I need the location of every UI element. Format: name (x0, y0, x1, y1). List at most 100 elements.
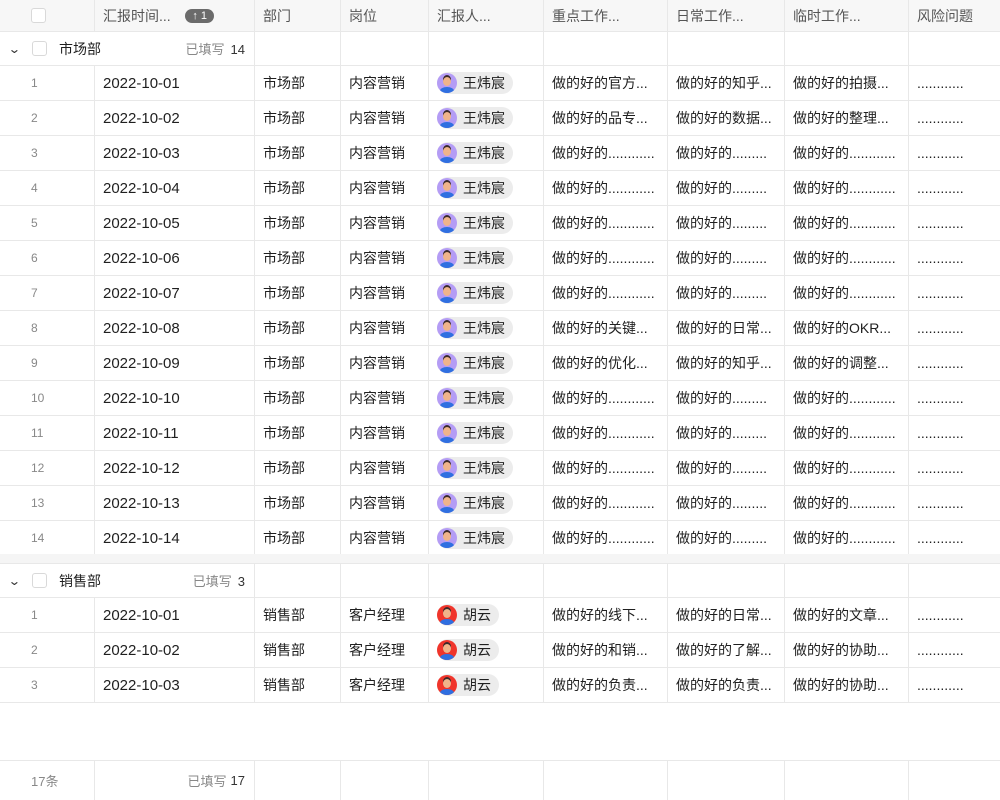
reporter-cell[interactable]: 王炜宸 (429, 521, 544, 555)
report-date-cell[interactable]: 2022-10-01 (95, 66, 255, 100)
report-date-cell[interactable]: 2022-10-12 (95, 451, 255, 485)
row-number-cell[interactable]: 2 (0, 633, 95, 667)
table-row[interactable]: 10 2022-10-10 市场部 内容营销 王炜宸 做的好的............ 做的… (0, 381, 1000, 416)
key-work-cell[interactable]: 做的好的............ (544, 206, 668, 240)
reporter-cell[interactable]: 王炜宸 (429, 451, 544, 485)
row-number-cell[interactable]: 1 (0, 66, 95, 100)
key-work-cell[interactable]: 做的好的负责... (544, 668, 668, 702)
position-cell[interactable]: 内容营销 (341, 276, 429, 310)
row-number-cell[interactable]: 7 (0, 276, 95, 310)
key-work-cell[interactable]: 做的好的............ (544, 381, 668, 415)
row-number-cell[interactable]: 13 (0, 486, 95, 520)
reporter-cell[interactable]: 胡云 (429, 633, 544, 667)
daily-work-cell[interactable]: 做的好的......... (668, 171, 785, 205)
temp-work-cell[interactable]: 做的好的拍摄... (785, 66, 909, 100)
department-cell[interactable]: 市场部 (255, 171, 341, 205)
department-cell[interactable]: 销售部 (255, 668, 341, 702)
column-header-reporter[interactable]: 汇报人... (429, 0, 544, 31)
row-number-cell[interactable]: 2 (0, 101, 95, 135)
department-cell[interactable]: 市场部 (255, 101, 341, 135)
report-date-cell[interactable]: 2022-10-03 (95, 668, 255, 702)
position-cell[interactable]: 内容营销 (341, 101, 429, 135)
daily-work-cell[interactable]: 做的好的......... (668, 381, 785, 415)
daily-work-cell[interactable]: 做的好的......... (668, 241, 785, 275)
risk-cell[interactable]: ............ (917, 250, 964, 266)
table-row[interactable]: 3 2022-10-03 销售部 客户经理 胡云 做的好的负责... 做的好的负责... 做的… (0, 668, 1000, 703)
user-pill[interactable]: 王炜宸 (437, 247, 513, 269)
temp-work-cell[interactable]: 做的好的............ (785, 416, 909, 450)
risk-cell[interactable]: ............ (917, 425, 964, 441)
column-header-risk[interactable]: 风险问题 (917, 7, 973, 24)
temp-work-cell[interactable]: 做的好的............ (785, 381, 909, 415)
report-date-cell[interactable]: 2022-10-11 (95, 416, 255, 450)
risk-cell[interactable]: ............ (917, 320, 964, 336)
temp-work-cell[interactable]: 做的好的............ (785, 521, 909, 555)
reporter-cell[interactable]: 王炜宸 (429, 381, 544, 415)
user-pill[interactable]: 王炜宸 (437, 142, 513, 164)
temp-work-cell[interactable]: 做的好的............ (785, 486, 909, 520)
daily-work-cell[interactable]: 做的好的知乎... (668, 66, 785, 100)
key-work-cell[interactable]: 做的好的............ (544, 416, 668, 450)
table-row[interactable]: 8 2022-10-08 市场部 内容营销 王炜宸 做的好的关键... 做的好的日常... 做… (0, 311, 1000, 346)
reporter-cell[interactable]: 王炜宸 (429, 136, 544, 170)
risk-cell[interactable]: ............ (917, 355, 964, 371)
key-work-cell[interactable]: 做的好的优化... (544, 346, 668, 380)
temp-work-cell[interactable]: 做的好的............ (785, 276, 909, 310)
user-pill[interactable]: 王炜宸 (437, 492, 513, 514)
key-work-cell[interactable]: 做的好的品专... (544, 101, 668, 135)
row-number-cell[interactable]: 4 (0, 171, 95, 205)
row-number-cell[interactable]: 6 (0, 241, 95, 275)
key-work-cell[interactable]: 做的好的和销... (544, 633, 668, 667)
table-row[interactable]: 6 2022-10-06 市场部 内容营销 王炜宸 做的好的............ 做的好… (0, 241, 1000, 276)
user-pill[interactable]: 胡云 (437, 639, 499, 661)
table-row[interactable]: 2 2022-10-02 市场部 内容营销 王炜宸 做的好的品专... 做的好的数据... 做… (0, 101, 1000, 136)
reporter-cell[interactable]: 王炜宸 (429, 66, 544, 100)
position-cell[interactable]: 内容营销 (341, 451, 429, 485)
column-header-position[interactable]: 岗位 (341, 0, 429, 31)
reporter-cell[interactable]: 王炜宸 (429, 101, 544, 135)
row-number-cell[interactable]: 12 (0, 451, 95, 485)
department-cell[interactable]: 市场部 (255, 311, 341, 345)
daily-work-cell[interactable]: 做的好的负责... (668, 668, 785, 702)
user-pill[interactable]: 胡云 (437, 604, 499, 626)
row-number-cell[interactable]: 5 (0, 206, 95, 240)
department-cell[interactable]: 市场部 (255, 206, 341, 240)
report-date-cell[interactable]: 2022-10-05 (95, 206, 255, 240)
risk-cell[interactable]: ............ (917, 110, 964, 126)
daily-work-cell[interactable]: 做的好的......... (668, 416, 785, 450)
report-date-cell[interactable]: 2022-10-03 (95, 136, 255, 170)
risk-cell[interactable]: ............ (917, 390, 964, 406)
table-row[interactable]: 4 2022-10-04 市场部 内容营销 王炜宸 做的好的............ 做的好… (0, 171, 1000, 206)
key-work-cell[interactable]: 做的好的线下... (544, 598, 668, 632)
table-row[interactable]: 1 2022-10-01 销售部 客户经理 胡云 做的好的线下... 做的好的日常... 做的… (0, 598, 1000, 633)
temp-work-cell[interactable]: 做的好的............ (785, 451, 909, 485)
select-all-checkbox[interactable] (31, 8, 46, 23)
column-header-report-time[interactable]: 汇报时间... ↑ 1 (95, 0, 255, 31)
row-number-cell[interactable]: 14 (0, 521, 95, 555)
report-date-cell[interactable]: 2022-10-14 (95, 521, 255, 555)
reporter-cell[interactable]: 胡云 (429, 668, 544, 702)
key-work-cell[interactable]: 做的好的............ (544, 276, 668, 310)
group-header[interactable]: ⌄ 市场部 已填写 14 (0, 32, 1000, 66)
department-cell[interactable]: 市场部 (255, 451, 341, 485)
report-date-cell[interactable]: 2022-10-09 (95, 346, 255, 380)
table-row[interactable]: 9 2022-10-09 市场部 内容营销 王炜宸 做的好的优化... 做的好的知乎... 做… (0, 346, 1000, 381)
position-cell[interactable]: 内容营销 (341, 416, 429, 450)
reporter-cell[interactable]: 王炜宸 (429, 276, 544, 310)
daily-work-cell[interactable]: 做的好的日常... (668, 598, 785, 632)
temp-work-cell[interactable]: 做的好的协助... (785, 668, 909, 702)
reporter-cell[interactable]: 王炜宸 (429, 346, 544, 380)
table-row[interactable]: 7 2022-10-07 市场部 内容营销 王炜宸 做的好的............ 做的好… (0, 276, 1000, 311)
report-date-cell[interactable]: 2022-10-13 (95, 486, 255, 520)
position-cell[interactable]: 客户经理 (341, 633, 429, 667)
chevron-down-icon[interactable]: ⌄ (7, 573, 21, 588)
risk-cell[interactable]: ............ (917, 75, 964, 91)
user-pill[interactable]: 王炜宸 (437, 107, 513, 129)
risk-cell[interactable]: ............ (917, 460, 964, 476)
user-pill[interactable]: 王炜宸 (437, 282, 513, 304)
row-number-cell[interactable]: 3 (0, 668, 95, 702)
report-date-cell[interactable]: 2022-10-02 (95, 633, 255, 667)
reporter-cell[interactable]: 胡云 (429, 598, 544, 632)
daily-work-cell[interactable]: 做的好的......... (668, 451, 785, 485)
group-header[interactable]: ⌄ 销售部 已填写 3 (0, 564, 1000, 598)
